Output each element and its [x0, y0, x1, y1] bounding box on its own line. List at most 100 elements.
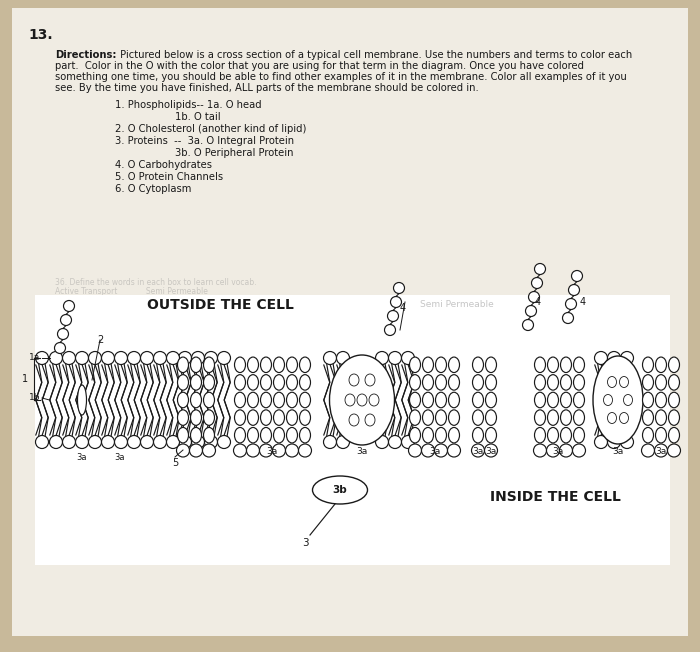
- Ellipse shape: [547, 393, 559, 408]
- Circle shape: [528, 291, 540, 303]
- Text: 3a: 3a: [485, 447, 496, 456]
- Circle shape: [337, 436, 349, 449]
- Ellipse shape: [535, 375, 545, 390]
- Ellipse shape: [234, 375, 246, 390]
- Ellipse shape: [178, 393, 188, 408]
- Ellipse shape: [547, 375, 559, 390]
- Ellipse shape: [435, 410, 447, 425]
- Ellipse shape: [190, 428, 202, 443]
- Ellipse shape: [178, 357, 188, 372]
- Circle shape: [88, 436, 102, 449]
- Circle shape: [178, 351, 192, 364]
- Ellipse shape: [410, 375, 421, 390]
- Ellipse shape: [620, 376, 629, 387]
- Circle shape: [127, 436, 141, 449]
- Ellipse shape: [473, 393, 484, 408]
- Circle shape: [167, 436, 179, 449]
- Text: 2. O Cholesterol (another kind of lipid): 2. O Cholesterol (another kind of lipid): [115, 124, 307, 134]
- Circle shape: [234, 444, 246, 457]
- Circle shape: [421, 444, 435, 457]
- Ellipse shape: [561, 428, 571, 443]
- FancyBboxPatch shape: [12, 8, 688, 636]
- Ellipse shape: [643, 393, 654, 408]
- Circle shape: [246, 444, 260, 457]
- Ellipse shape: [535, 393, 545, 408]
- Circle shape: [36, 351, 48, 364]
- Ellipse shape: [204, 357, 214, 372]
- Text: 4: 4: [535, 297, 541, 307]
- Text: 5. O Protein Channels: 5. O Protein Channels: [115, 172, 223, 182]
- Ellipse shape: [248, 393, 258, 408]
- Circle shape: [323, 351, 337, 364]
- Ellipse shape: [260, 357, 272, 372]
- Circle shape: [337, 351, 349, 364]
- Ellipse shape: [410, 357, 421, 372]
- Ellipse shape: [190, 410, 202, 425]
- Ellipse shape: [248, 428, 258, 443]
- Ellipse shape: [274, 393, 284, 408]
- Circle shape: [76, 436, 88, 449]
- Ellipse shape: [300, 357, 311, 372]
- Circle shape: [375, 436, 389, 449]
- Text: 3a: 3a: [429, 447, 440, 456]
- Circle shape: [115, 351, 127, 364]
- Text: 3b: 3b: [332, 485, 347, 495]
- Ellipse shape: [178, 410, 188, 425]
- Circle shape: [409, 444, 421, 457]
- Text: see. By the time you have finished, ALL parts of the membrane should be colored : see. By the time you have finished, ALL …: [55, 83, 479, 93]
- Ellipse shape: [423, 428, 433, 443]
- Ellipse shape: [330, 355, 395, 445]
- Text: 36. Define the words in each box to learn cell vocab.: 36. Define the words in each box to lear…: [55, 278, 256, 287]
- Circle shape: [402, 351, 414, 364]
- Ellipse shape: [423, 410, 433, 425]
- Ellipse shape: [204, 393, 214, 408]
- Ellipse shape: [608, 376, 617, 387]
- Ellipse shape: [274, 375, 284, 390]
- Text: Directions:: Directions:: [55, 50, 116, 60]
- Ellipse shape: [668, 375, 680, 390]
- Ellipse shape: [435, 428, 447, 443]
- Circle shape: [566, 299, 577, 310]
- Ellipse shape: [643, 375, 654, 390]
- Circle shape: [526, 306, 536, 316]
- Ellipse shape: [410, 393, 421, 408]
- Circle shape: [218, 436, 230, 449]
- Ellipse shape: [486, 410, 496, 425]
- Ellipse shape: [435, 357, 447, 372]
- Text: 3a: 3a: [77, 453, 88, 462]
- Ellipse shape: [435, 393, 447, 408]
- Ellipse shape: [274, 428, 284, 443]
- Circle shape: [547, 444, 559, 457]
- Ellipse shape: [410, 428, 421, 443]
- Ellipse shape: [643, 428, 654, 443]
- Circle shape: [654, 444, 668, 457]
- Circle shape: [190, 444, 202, 457]
- Text: 3a: 3a: [267, 447, 278, 456]
- Text: 3a: 3a: [655, 447, 666, 456]
- Circle shape: [298, 444, 312, 457]
- Circle shape: [531, 278, 542, 288]
- Circle shape: [594, 351, 608, 364]
- Circle shape: [102, 351, 115, 364]
- Circle shape: [36, 436, 48, 449]
- Circle shape: [608, 436, 620, 449]
- Ellipse shape: [423, 357, 433, 372]
- Circle shape: [389, 351, 402, 364]
- Circle shape: [620, 436, 634, 449]
- Text: 3a: 3a: [612, 447, 624, 456]
- Ellipse shape: [410, 410, 421, 425]
- Ellipse shape: [260, 410, 272, 425]
- Circle shape: [176, 444, 190, 457]
- Circle shape: [62, 351, 76, 364]
- Ellipse shape: [312, 476, 368, 504]
- Ellipse shape: [248, 357, 258, 372]
- Circle shape: [204, 436, 218, 449]
- Circle shape: [192, 436, 204, 449]
- Circle shape: [393, 282, 405, 293]
- Ellipse shape: [78, 385, 87, 415]
- Text: OUTSIDE THE CELL: OUTSIDE THE CELL: [146, 298, 293, 312]
- Ellipse shape: [655, 357, 666, 372]
- Circle shape: [178, 436, 192, 449]
- Ellipse shape: [473, 428, 484, 443]
- Circle shape: [472, 444, 484, 457]
